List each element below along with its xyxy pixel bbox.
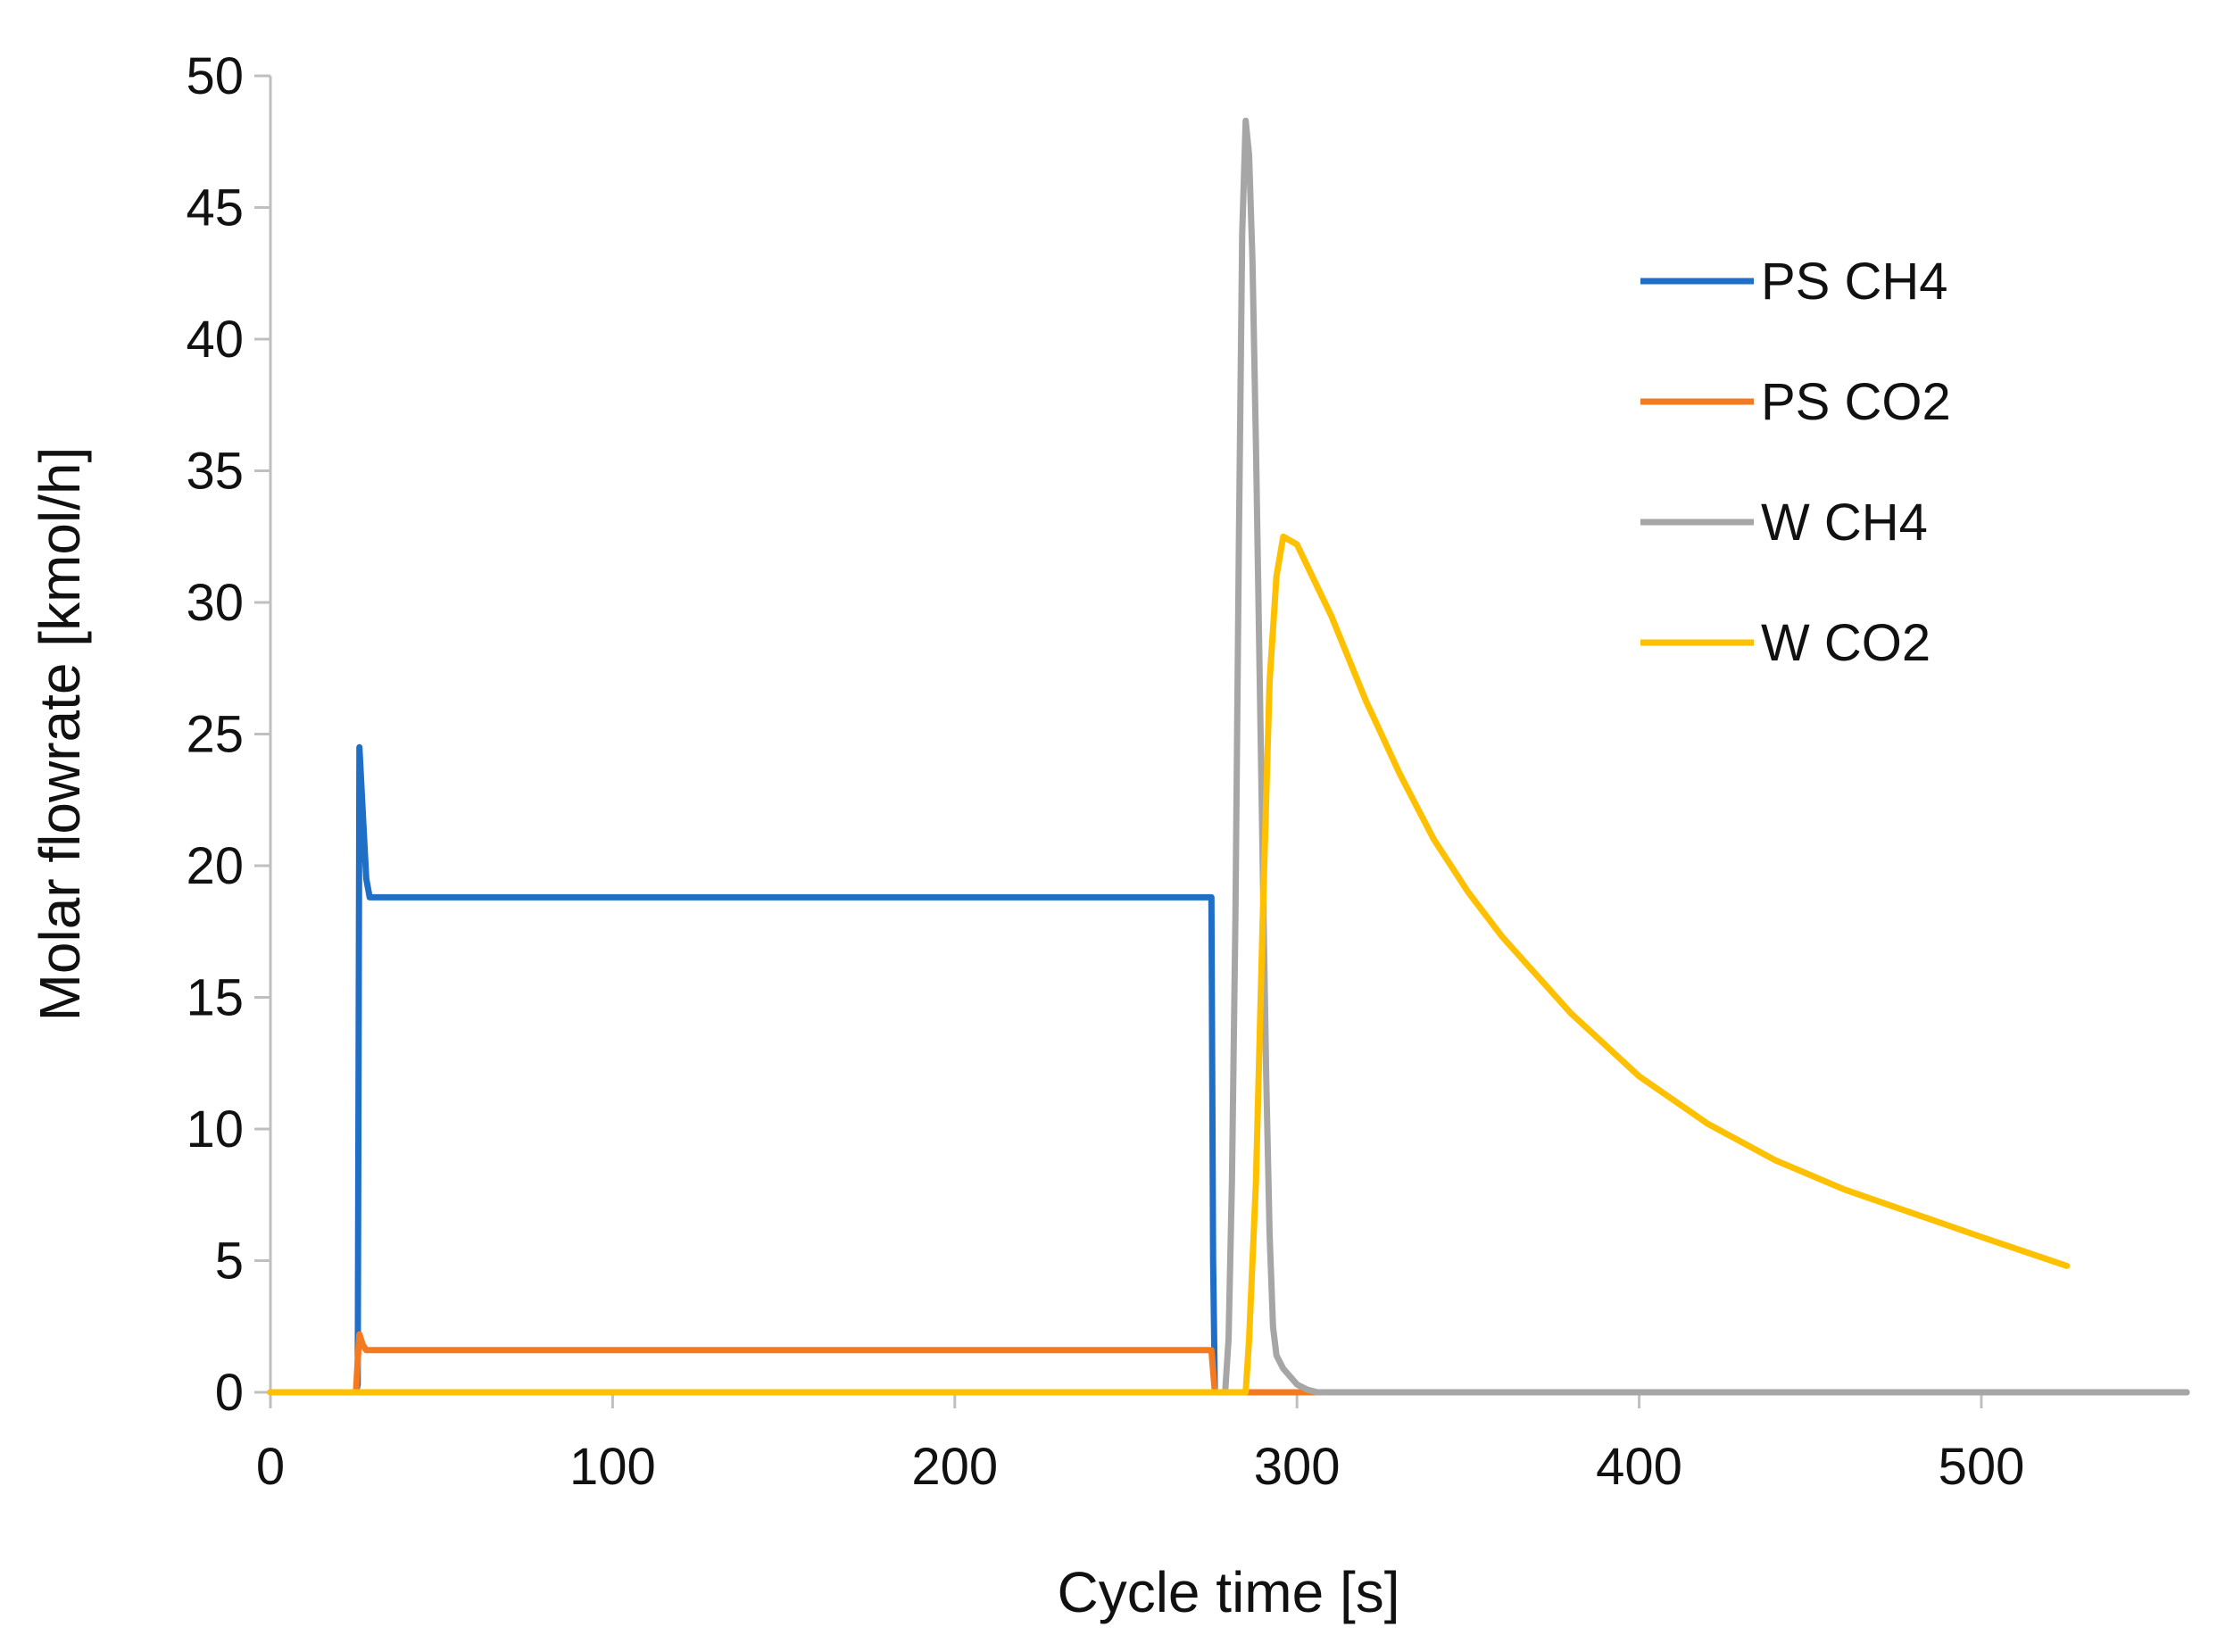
legend-item: PS CH4 <box>1640 253 1948 311</box>
x-axis-title: Cycle time [s] <box>1057 1560 1399 1624</box>
y-tick-label: 15 <box>186 969 244 1027</box>
series-line-w-ch4 <box>267 117 2190 1396</box>
x-tick-label: 300 <box>1254 1438 1341 1496</box>
series-line-ps-ch4 <box>267 743 2190 1396</box>
x-tick-label: 200 <box>911 1438 998 1496</box>
series-line-ps-co2 <box>267 1331 2173 1396</box>
legend-label: W CH4 <box>1761 494 1928 552</box>
y-tick-label: 25 <box>186 706 244 764</box>
x-tick-label: 100 <box>569 1438 656 1496</box>
legend-item: W CO2 <box>1640 614 1931 672</box>
legend-label: W CO2 <box>1761 614 1931 672</box>
y-tick-label: 35 <box>186 443 244 501</box>
series-line-w-co2 <box>267 533 2071 1396</box>
y-tick-label: 50 <box>186 47 244 105</box>
y-tick-label: 45 <box>186 179 244 237</box>
x-tick-label: 400 <box>1596 1438 1682 1496</box>
legend-label: PS CO2 <box>1761 373 1951 431</box>
x-tick-label: 0 <box>256 1438 285 1496</box>
y-axis-title: Molar flowrate [kmol/h] <box>28 447 92 1022</box>
y-tick-label: 5 <box>215 1233 244 1291</box>
legend-label: PS CH4 <box>1761 253 1948 311</box>
legend: PS CH4 PS CO2 W CH4 W CO2 <box>1640 253 1951 672</box>
legend-item: PS CO2 <box>1640 373 1951 431</box>
x-tick-label: 500 <box>1939 1438 2025 1496</box>
y-tick-label: 0 <box>215 1364 244 1422</box>
series-lines <box>267 117 2190 1396</box>
y-tick-label: 10 <box>186 1100 244 1158</box>
y-tick-label: 40 <box>186 311 244 369</box>
y-tick-label: 20 <box>186 837 244 895</box>
legend-item: W CH4 <box>1640 494 1928 552</box>
y-tick-label: 30 <box>186 574 244 632</box>
